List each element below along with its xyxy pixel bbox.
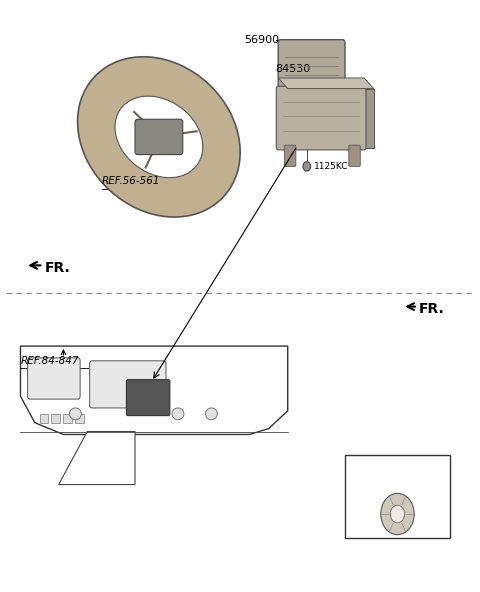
Text: FR.: FR. [419,302,444,316]
Text: 1125KC: 1125KC [314,162,348,171]
Polygon shape [21,346,288,435]
Circle shape [303,162,311,171]
Ellipse shape [70,408,81,420]
Text: 84530: 84530 [275,64,310,74]
Polygon shape [278,78,373,89]
Bar [304,94,316,108]
Ellipse shape [205,408,217,420]
Circle shape [390,505,405,523]
FancyBboxPatch shape [126,379,170,416]
Bar [51,414,60,423]
Text: FR.: FR. [44,260,70,275]
Bar [63,414,72,423]
FancyBboxPatch shape [28,358,80,399]
Text: 56900: 56900 [244,35,279,44]
FancyBboxPatch shape [364,89,373,147]
FancyBboxPatch shape [278,40,345,99]
Bar [288,94,300,108]
FancyBboxPatch shape [345,455,450,538]
FancyBboxPatch shape [90,361,166,408]
Bar [321,94,333,108]
FancyBboxPatch shape [284,145,296,166]
Bar [39,414,48,423]
Ellipse shape [115,96,203,178]
Text: REF.56-561: REF.56-561 [102,176,160,186]
Text: 1339CC: 1339CC [380,465,415,474]
Bar [75,414,84,423]
Ellipse shape [172,408,184,420]
FancyBboxPatch shape [276,86,366,150]
FancyBboxPatch shape [135,119,183,155]
Circle shape [381,493,414,535]
Polygon shape [59,432,135,484]
Ellipse shape [78,57,240,217]
FancyBboxPatch shape [349,145,360,166]
Text: REF.84-847: REF.84-847 [21,356,79,366]
